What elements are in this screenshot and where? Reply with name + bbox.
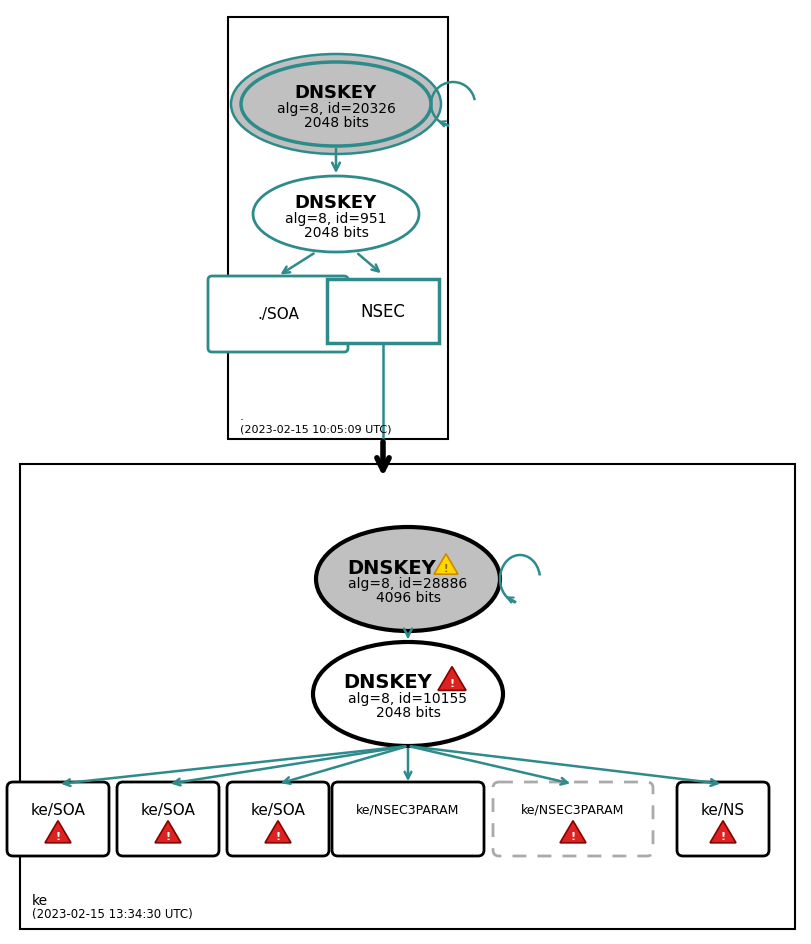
Text: !: ! [719, 832, 725, 841]
FancyBboxPatch shape [20, 464, 794, 929]
FancyBboxPatch shape [332, 783, 483, 856]
Text: !: ! [448, 679, 454, 689]
Text: NSEC: NSEC [360, 303, 405, 321]
Text: !: ! [55, 832, 61, 841]
Text: !: ! [165, 832, 170, 841]
Polygon shape [709, 821, 735, 843]
Text: 2048 bits: 2048 bits [303, 116, 368, 130]
FancyBboxPatch shape [117, 783, 219, 856]
Text: (2023-02-15 10:05:09 UTC): (2023-02-15 10:05:09 UTC) [240, 424, 391, 433]
Polygon shape [433, 554, 457, 575]
FancyBboxPatch shape [492, 783, 652, 856]
FancyBboxPatch shape [228, 18, 448, 440]
Text: !: ! [570, 832, 575, 841]
Ellipse shape [315, 528, 500, 632]
Text: !: ! [275, 832, 281, 841]
Polygon shape [45, 821, 71, 843]
Polygon shape [437, 666, 466, 691]
FancyBboxPatch shape [676, 783, 768, 856]
Text: 2048 bits: 2048 bits [375, 705, 440, 719]
Text: DNSKEY: DNSKEY [294, 194, 376, 211]
Text: ke: ke [32, 893, 48, 907]
Polygon shape [155, 821, 181, 843]
Text: alg=8, id=951: alg=8, id=951 [285, 211, 386, 226]
FancyBboxPatch shape [208, 277, 348, 353]
Text: .: . [240, 410, 243, 423]
Polygon shape [560, 821, 586, 843]
Ellipse shape [253, 177, 418, 253]
Text: alg=8, id=28886: alg=8, id=28886 [348, 577, 467, 590]
Text: ke/SOA: ke/SOA [31, 801, 85, 817]
Ellipse shape [230, 55, 440, 155]
Text: DNSKEY: DNSKEY [294, 84, 376, 102]
Ellipse shape [241, 63, 431, 147]
Polygon shape [264, 821, 290, 843]
Text: (2023-02-15 13:34:30 UTC): (2023-02-15 13:34:30 UTC) [32, 907, 192, 920]
Text: !: ! [443, 564, 448, 574]
Text: DNSKEY: DNSKEY [347, 558, 436, 577]
Text: ./SOA: ./SOA [257, 307, 298, 322]
Text: 2048 bits: 2048 bits [303, 226, 368, 240]
Text: ke/SOA: ke/SOA [251, 801, 305, 817]
Text: alg=8, id=10155: alg=8, id=10155 [348, 691, 467, 705]
Text: 4096 bits: 4096 bits [375, 590, 440, 604]
FancyBboxPatch shape [327, 279, 439, 344]
Text: ke/SOA: ke/SOA [140, 801, 195, 817]
Ellipse shape [312, 642, 502, 746]
Text: DNSKEY: DNSKEY [343, 673, 431, 692]
Text: ke/NSEC3PARAM: ke/NSEC3PARAM [356, 802, 459, 816]
Text: ke/NS: ke/NS [700, 801, 744, 817]
FancyBboxPatch shape [227, 783, 328, 856]
FancyBboxPatch shape [7, 783, 109, 856]
Text: alg=8, id=20326: alg=8, id=20326 [277, 102, 395, 116]
Text: ke/NSEC3PARAM: ke/NSEC3PARAM [521, 802, 624, 816]
